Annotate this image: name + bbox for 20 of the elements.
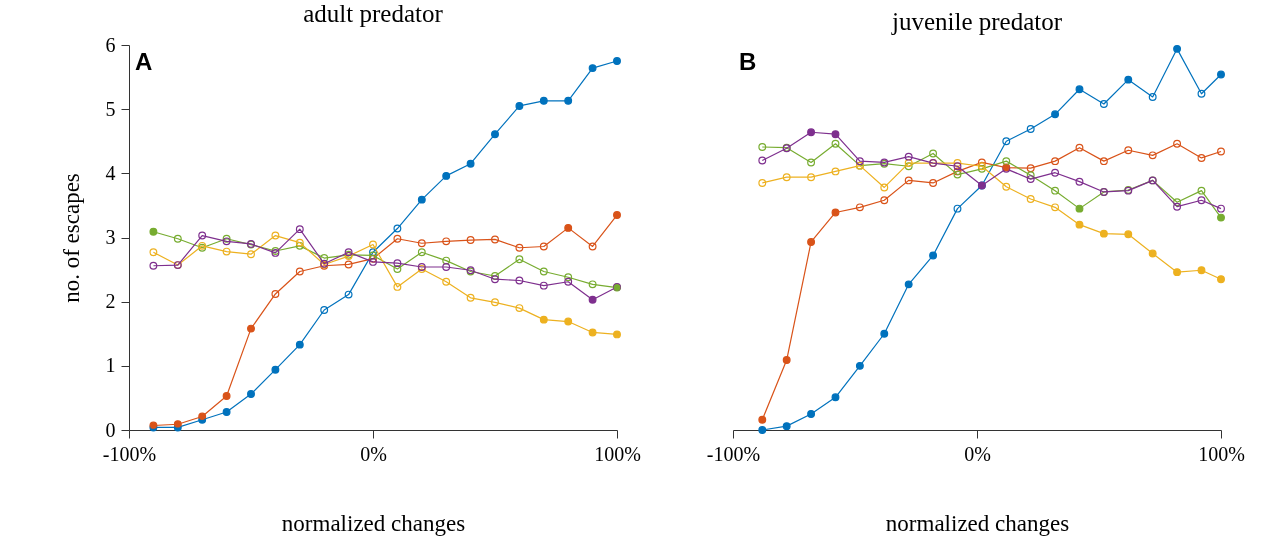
y-tick-label: 3 bbox=[105, 226, 116, 248]
chart-title: juvenile predator bbox=[890, 8, 1063, 36]
x-axis-title: normalized changes bbox=[885, 510, 1070, 536]
y-tick-label: 1 bbox=[105, 354, 116, 377]
y-tick-label: 5 bbox=[105, 97, 116, 120]
y-tick-label: 6 bbox=[105, 33, 116, 56]
x-tick-label: 0% bbox=[360, 442, 387, 465]
y-axis-title: no. of escapes bbox=[58, 173, 84, 303]
x-axis-title: normalized changes bbox=[281, 510, 466, 536]
chart-title: adult predator bbox=[303, 0, 444, 27]
y-tick-label: 0 bbox=[105, 418, 116, 441]
annotation: B bbox=[739, 48, 757, 75]
y-tick-label: 2 bbox=[105, 290, 116, 313]
x-tick-label: 100% bbox=[1198, 442, 1245, 465]
annotation: A bbox=[135, 48, 153, 75]
x-tick-label: 100% bbox=[594, 442, 641, 465]
x-tick-label: -100% bbox=[102, 442, 157, 465]
y-tick-label: 4 bbox=[105, 161, 116, 184]
x-tick-label: -100% bbox=[706, 442, 761, 465]
x-tick-label: 0% bbox=[964, 442, 991, 465]
